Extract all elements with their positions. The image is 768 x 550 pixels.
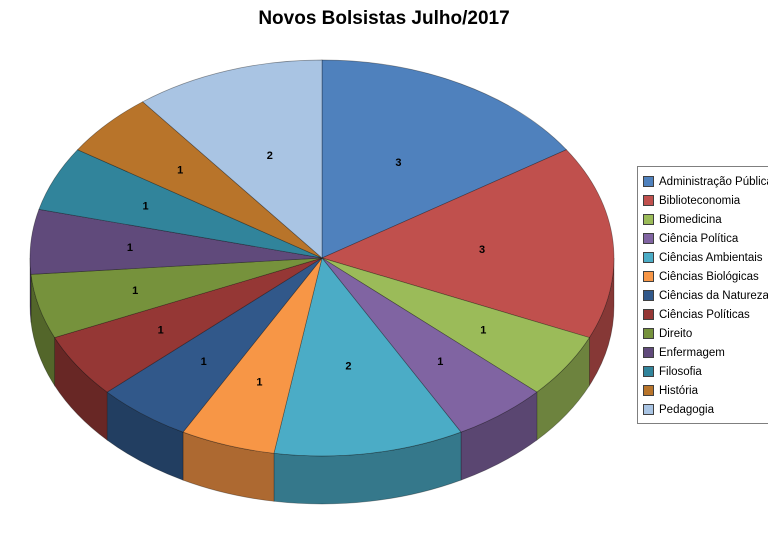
- legend-item: Direito: [643, 324, 768, 343]
- legend-label: Filosofia: [659, 365, 702, 378]
- legend-swatch: [643, 271, 654, 282]
- legend-label: Administração Pública: [659, 175, 768, 188]
- legend-label: Ciências Ambientais: [659, 251, 763, 264]
- legend-item: Ciências Ambientais: [643, 248, 768, 267]
- legend-swatch: [643, 233, 654, 244]
- legend-label: Ciência Política: [659, 232, 739, 245]
- chart-title: Novos Bolsistas Julho/2017: [258, 8, 510, 29]
- pie-slice: [182, 257, 323, 454]
- pie-slice: [106, 257, 323, 433]
- legend-label: Ciências Biológicas: [659, 270, 759, 283]
- legend-label: História: [659, 384, 698, 397]
- slice-value-label: 3: [479, 244, 485, 256]
- legend-swatch: [643, 214, 654, 225]
- pie-slice: [54, 257, 323, 393]
- legend-swatch: [643, 366, 654, 377]
- legend-swatch: [643, 385, 654, 396]
- legend-item: Ciências Políticas: [643, 305, 768, 324]
- legend-swatch: [643, 404, 654, 415]
- legend-item: Administração Pública: [643, 172, 768, 191]
- pie-slice: [273, 257, 462, 457]
- slice-value-label: 1: [437, 356, 443, 368]
- legend-item: Pedagogia: [643, 400, 768, 419]
- pie-slice: [321, 257, 590, 393]
- legend-item: Filosofia: [643, 362, 768, 381]
- legend-label: Pedagogia: [659, 403, 714, 416]
- legend-item: Ciência Política: [643, 229, 768, 248]
- legend-label: Enfermagem: [659, 346, 725, 359]
- legend-item: Biomedicina: [643, 210, 768, 229]
- pie-slice: [321, 59, 568, 259]
- legend-label: Ciências da Natureza: [659, 289, 768, 302]
- slice-value-label: 1: [256, 377, 262, 389]
- legend-swatch: [643, 309, 654, 320]
- legend-swatch: [643, 328, 654, 339]
- pie-slice: [38, 149, 323, 259]
- slice-value-label: 1: [480, 324, 486, 336]
- legend-label: Ciências Políticas: [659, 308, 750, 321]
- legend-swatch: [643, 252, 654, 263]
- slice-value-label: 1: [201, 356, 207, 368]
- legend-item: Biblioteconomia: [643, 191, 768, 210]
- legend-item: Ciências da Natureza: [643, 286, 768, 305]
- slice-value-label: 2: [345, 360, 351, 372]
- legend-label: Direito: [659, 327, 693, 340]
- legend-swatch: [643, 176, 654, 187]
- pie-slice: [321, 257, 538, 433]
- legend-item: História: [643, 381, 768, 400]
- pie-slice: [29, 208, 323, 275]
- legend: Administração Pública Biblioteconomia Biom…: [637, 166, 768, 424]
- slice-value-label: 1: [127, 242, 133, 254]
- slice-value-label: 2: [267, 150, 273, 162]
- slice-value-label: 3: [395, 157, 401, 169]
- pie-slice: [30, 257, 323, 338]
- legend-item: Ciências Biológicas: [643, 267, 768, 286]
- slice-value-label: 1: [177, 164, 183, 176]
- legend-label: Biomedicina: [659, 213, 722, 226]
- pie-slice: [142, 59, 323, 259]
- pie-slice: [320, 149, 615, 338]
- slice-value-label: 1: [142, 201, 148, 213]
- legend-item: Enfermagem: [643, 343, 768, 362]
- legend-swatch: [643, 347, 654, 358]
- slice-value-label: 1: [132, 285, 138, 297]
- legend-label: Biblioteconomia: [659, 194, 741, 207]
- pie-slice: [76, 101, 323, 259]
- legend-swatch: [643, 290, 654, 301]
- legend-swatch: [643, 195, 654, 206]
- slice-value-label: 1: [158, 324, 164, 336]
